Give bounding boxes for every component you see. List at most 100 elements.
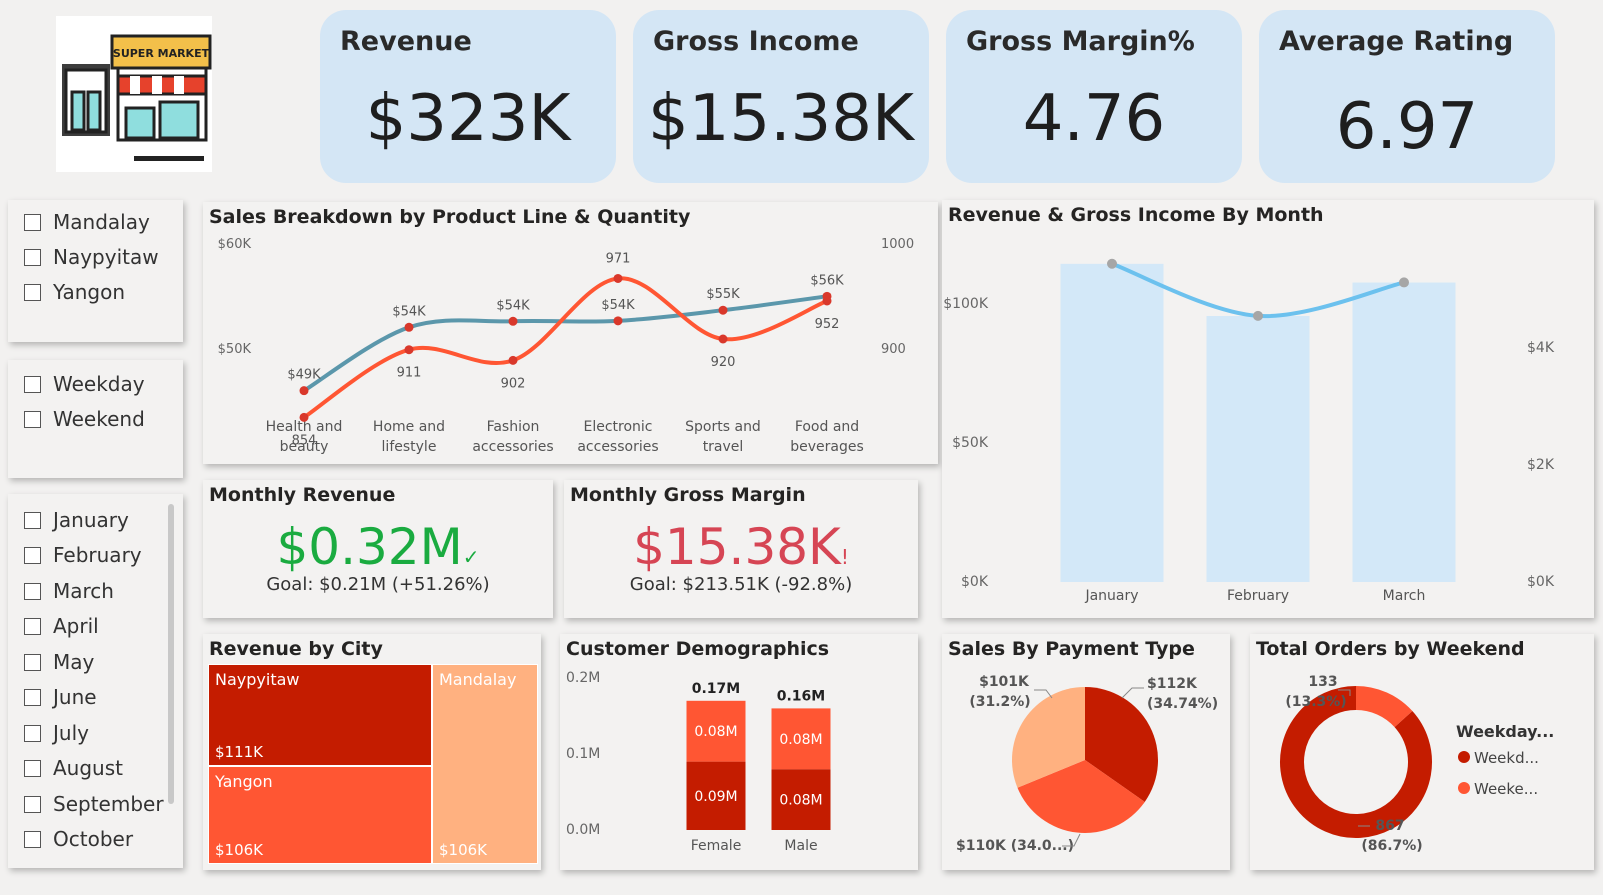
slicer-option-january[interactable]: January [24, 506, 129, 534]
checkbox[interactable] [24, 582, 41, 600]
x-tick-label: Fashion accessories [472, 419, 553, 455]
quantity-data-label: 911 [397, 366, 422, 381]
slicer-option-weekday[interactable]: Weekday [24, 370, 145, 398]
revenue-data-label: $54K [392, 304, 426, 319]
quantity-series-line [302, 276, 828, 420]
option-label: Weekend [53, 407, 145, 431]
revenue-income-month-chart: $100K $50K $0K $4K $2K $0K January February Marc… [943, 258, 1555, 604]
kpi-value: 6.97 [1335, 90, 1479, 164]
kpi-card-gross-income: Gross Income $15.38K [633, 10, 929, 183]
kpi-value: $323K [365, 82, 571, 156]
slicer-option-july[interactable]: July [24, 719, 89, 747]
checkbox[interactable] [24, 724, 41, 742]
revenue-data-label: $56K [810, 273, 844, 288]
sales-breakdown-card: Sales Breakdown by Product Line & Quanti… [203, 202, 938, 464]
legend-label: Weekd... [1474, 749, 1539, 767]
slicer-option-naypyitaw[interactable]: Naypyitaw [24, 243, 159, 271]
slicer-option-october[interactable]: October [24, 825, 133, 853]
checkbox[interactable] [24, 248, 41, 266]
y-tick-label: $0K [961, 574, 989, 590]
kpi-card-average-rating: Average Rating 6.97 [1259, 10, 1555, 183]
x-tick-label: Female [691, 838, 742, 854]
total-data-label: 0.17M [692, 681, 740, 697]
revenue-series-line [302, 294, 828, 393]
customer-demographics-card: Customer Demographics 0.2M 0.1M 0.0M 0.09M 0… [560, 634, 918, 870]
monthly-gross-margin-card: Monthly Gross Margin $15.38K! Goal: $213… [564, 480, 918, 618]
monthly-revenue-value: $0.32M [276, 518, 463, 576]
slicer-option-yangon[interactable]: Yangon [24, 278, 125, 306]
y2-tick-label: $2K [1527, 457, 1555, 473]
treemap-label: Yangon [215, 772, 273, 791]
checkbox[interactable] [24, 213, 41, 231]
logo-text: SUPER MARKET [113, 47, 210, 60]
checkbox[interactable] [24, 410, 41, 428]
slicer-option-august[interactable]: August [24, 754, 123, 782]
revenue-point [299, 386, 309, 396]
chart-title: Total Orders by Weekend [1256, 638, 1525, 660]
x-tick-label: March [1383, 588, 1426, 604]
checkbox[interactable] [24, 617, 41, 635]
revenue-bar [1352, 282, 1456, 582]
stack-segment-top [686, 700, 746, 762]
slicer-option-march[interactable]: March [24, 577, 114, 605]
y2-tick-label: $0K [1527, 574, 1555, 590]
slicer-option-mandalay[interactable]: Mandalay [24, 208, 150, 236]
checkbox[interactable] [24, 653, 41, 671]
option-label: March [53, 579, 114, 603]
legend-label: Weeke... [1474, 780, 1538, 798]
treemap-label: Mandalay [439, 670, 517, 689]
x-tick-label: Electronic accessories [577, 419, 658, 455]
slicer-option-september[interactable]: September [24, 790, 164, 818]
quantity-point [613, 273, 623, 283]
checkbox[interactable] [24, 688, 41, 706]
revenue-data-label: $54K [496, 298, 530, 313]
quantity-data-label: 902 [501, 376, 526, 391]
segment-data-label: 0.08M [694, 724, 737, 740]
checkbox[interactable] [24, 546, 41, 564]
quantity-point [299, 412, 309, 422]
slicer-option-april[interactable]: April [24, 612, 99, 640]
x-tick-label: January [1084, 588, 1138, 604]
scrollbar[interactable] [168, 504, 174, 804]
card-title: Monthly Revenue [209, 484, 396, 506]
stack-segment-top [771, 708, 831, 770]
slice-data-label: 133 [1308, 674, 1337, 690]
exclamation-icon: ! [840, 545, 849, 569]
x-tick-label: Male [784, 838, 817, 854]
revenue-data-label: $54K [601, 298, 635, 313]
option-label: May [53, 650, 95, 674]
kpi-card-gross-margin: Gross Margin% 4.76 [946, 10, 1242, 183]
treemap-cell-mandalay[interactable]: Mandalay $106K [432, 664, 538, 864]
checkbox[interactable] [24, 375, 41, 393]
monthly-margin-value: $15.38K [633, 518, 841, 576]
x-tick-label: Food and beverages [790, 419, 864, 455]
checkbox[interactable] [24, 283, 41, 301]
checkbox[interactable] [24, 511, 41, 529]
y-tick-label: 0.1M [566, 746, 600, 762]
kpi-title: Gross Income [653, 26, 859, 57]
treemap-cell-yangon[interactable]: Yangon $106K [208, 766, 432, 864]
option-label: Naypyitaw [53, 245, 159, 269]
treemap-value: $106K [215, 841, 264, 859]
kpi-title: Revenue [340, 26, 472, 57]
checkbox[interactable] [24, 795, 41, 813]
slicer-option-february[interactable]: February [24, 541, 142, 569]
quantity-point [718, 334, 728, 344]
slicer-option-weekend[interactable]: Weekend [24, 405, 145, 433]
legend-marker [1458, 751, 1470, 763]
sales-breakdown-chart: $60K $50K 1000 900 Health and beauty Home and l… [218, 237, 914, 455]
revenue-point [404, 322, 414, 332]
total-data-label: 0.16M [777, 688, 825, 704]
pie-slice [1085, 687, 1158, 802]
revenue-point [613, 316, 623, 326]
treemap-cell-naypyitaw[interactable]: Naypyitaw $111K [208, 664, 432, 766]
y2-tick-label: 900 [881, 342, 906, 357]
checkbox[interactable] [24, 830, 41, 848]
option-label: October [53, 827, 134, 851]
quantity-data-label: 971 [606, 251, 631, 266]
slice-data-label: $112K [1147, 676, 1198, 692]
slicer-option-june[interactable]: June [24, 683, 97, 711]
checkbox[interactable] [24, 759, 41, 777]
slice-data-label: $101K [979, 674, 1030, 690]
slicer-option-may[interactable]: May [24, 648, 94, 676]
